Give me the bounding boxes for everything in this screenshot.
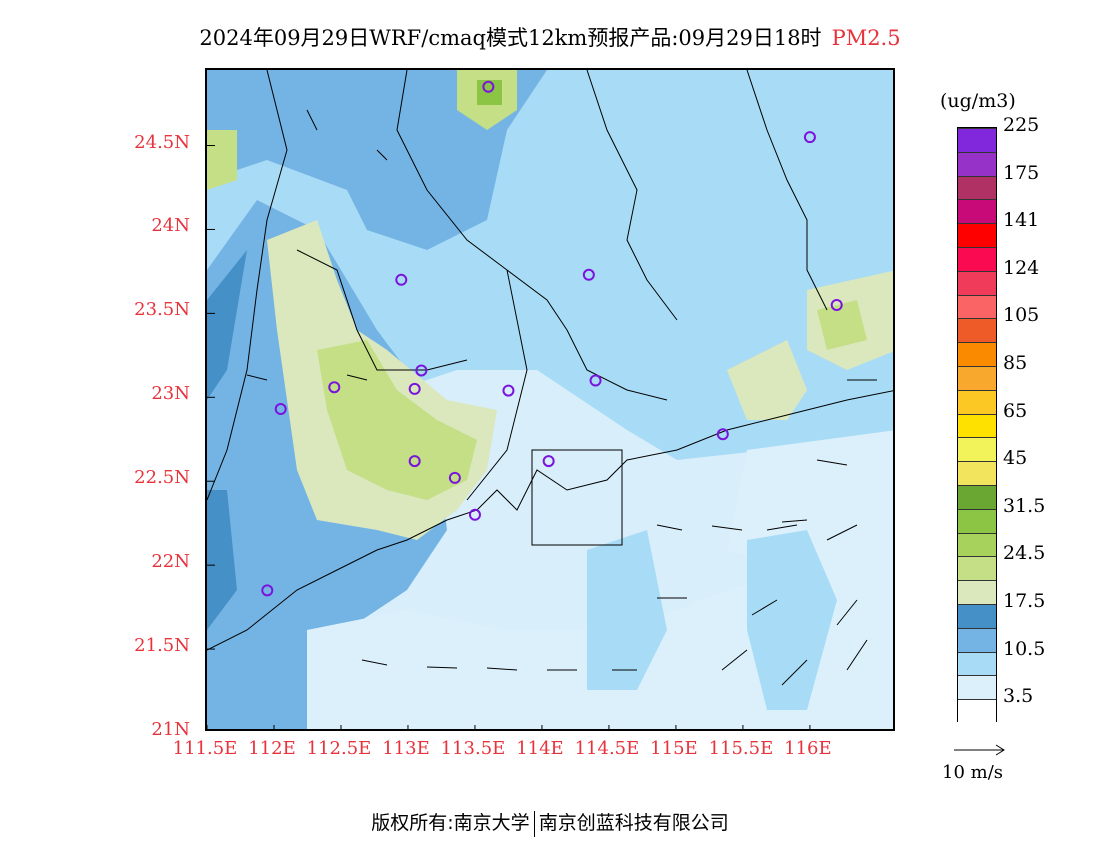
lon-label: 115.5E: [708, 738, 774, 759]
wind-vectors: [246, 109, 877, 686]
lon-label: 112.5E: [306, 738, 372, 759]
lon-label: 112E: [248, 738, 296, 759]
colorbar-label: 3.5: [1003, 685, 1034, 708]
colorbar-label: 175: [1003, 161, 1040, 184]
lat-label: 24N: [151, 215, 190, 237]
station-marker: [589, 374, 602, 387]
station-marker: [395, 273, 408, 286]
colorbar-label: 105: [1003, 304, 1040, 327]
colorbar-segment: [958, 437, 996, 462]
lat-label: 24.5N: [134, 131, 190, 153]
wind-reference-arrow: [954, 744, 1005, 756]
colorbar-label: 17.5: [1003, 590, 1046, 612]
monitoring-stations: [261, 80, 843, 597]
concentration-field: [207, 70, 893, 729]
colorbar-label: 225: [1003, 114, 1040, 136]
station-marker: [468, 508, 481, 521]
colorbar-units: (ug/m3): [940, 90, 1016, 112]
colorbar-label: 45: [1003, 447, 1028, 470]
colorbar: [957, 127, 997, 723]
colorbar-segment: [958, 175, 996, 200]
lon-label: 111.5E: [172, 738, 238, 759]
borders: [207, 70, 893, 651]
colorbar-segment: [958, 580, 996, 604]
colorbar-segment: [958, 151, 996, 176]
colorbar-segment: [958, 318, 996, 343]
colorbar-segment: [958, 532, 996, 557]
footer-separator: [533, 810, 535, 837]
map-canvas: [207, 70, 893, 729]
title-main: 2024年09月29日WRF/cmaq模式12km预报产品:09月29日18时: [199, 26, 822, 50]
colorbar-segment: [958, 699, 996, 723]
station-marker: [582, 268, 595, 281]
colorbar-segment: [958, 342, 996, 366]
station-marker: [415, 364, 428, 377]
wind-reference: 10 m/s: [940, 738, 1010, 783]
station-marker: [328, 381, 341, 394]
colorbar-segment: [958, 461, 996, 485]
station-marker: [542, 455, 555, 468]
station-marker: [408, 382, 421, 395]
colorbar-segment: [958, 651, 996, 676]
lat-label: 23N: [151, 383, 190, 405]
lat-label: 21.5N: [134, 635, 190, 657]
lat-label: 22.5N: [134, 467, 190, 489]
station-marker: [830, 298, 843, 311]
colorbar-segment: [958, 413, 996, 438]
colorbar-segment: [958, 556, 996, 581]
footer: 版权所有:南京大学 南京创蓝科技有限公司: [0, 808, 1100, 837]
colorbar-label: 85: [1003, 352, 1028, 374]
lat-label: 22N: [151, 551, 190, 573]
lon-label: 114E: [516, 738, 564, 759]
colorbar-segment: [958, 389, 996, 414]
colorbar-label: 31.5: [1003, 494, 1046, 517]
station-marker: [716, 428, 729, 441]
pm25-map: [205, 68, 895, 731]
colorbar-segment: [958, 199, 996, 224]
colorbar-label: 65: [1003, 399, 1028, 422]
footer-company: 南京创蓝科技有限公司: [538, 812, 729, 834]
colorbar-segment: [958, 270, 996, 295]
colorbar-label: 24.5: [1003, 542, 1046, 565]
station-marker: [803, 131, 816, 144]
station-marker: [274, 403, 287, 416]
colorbar-segment: [958, 247, 996, 271]
lon-label: 115E: [650, 738, 698, 759]
colorbar-label: 141: [1003, 209, 1040, 232]
colorbar-segment: [958, 485, 996, 509]
station-marker: [482, 80, 495, 93]
wind-reference-label: 10 m/s: [942, 762, 1003, 783]
colorbar-segment: [958, 604, 996, 628]
lon-label: 116E: [784, 738, 832, 759]
colorbar-segment: [958, 128, 996, 152]
station-marker: [261, 584, 274, 597]
colorbar-segment: [958, 508, 996, 533]
colorbar-label: 10.5: [1003, 637, 1046, 660]
colorbar-segment: [958, 675, 996, 700]
colorbar-segment: [958, 223, 996, 247]
footer-copyright: 版权所有:南京大学: [371, 812, 530, 834]
colorbar-segment: [958, 294, 996, 319]
station-marker: [448, 471, 461, 484]
lat-label: 21N: [151, 719, 190, 740]
lon-label: 113.5E: [440, 738, 506, 759]
station-marker: [502, 384, 515, 397]
map-title: 2024年09月29日WRF/cmaq模式12km预报产品:09月29日18时 P…: [0, 22, 1100, 52]
lon-label: 113E: [382, 738, 430, 759]
station-marker: [408, 455, 421, 468]
colorbar-segment: [958, 366, 996, 390]
colorbar-label: 124: [1003, 256, 1040, 279]
lon-label: 114.5E: [574, 738, 640, 759]
title-variable: PM2.5: [831, 26, 901, 50]
lat-label: 23.5N: [134, 299, 190, 321]
colorbar-segment: [958, 627, 996, 652]
